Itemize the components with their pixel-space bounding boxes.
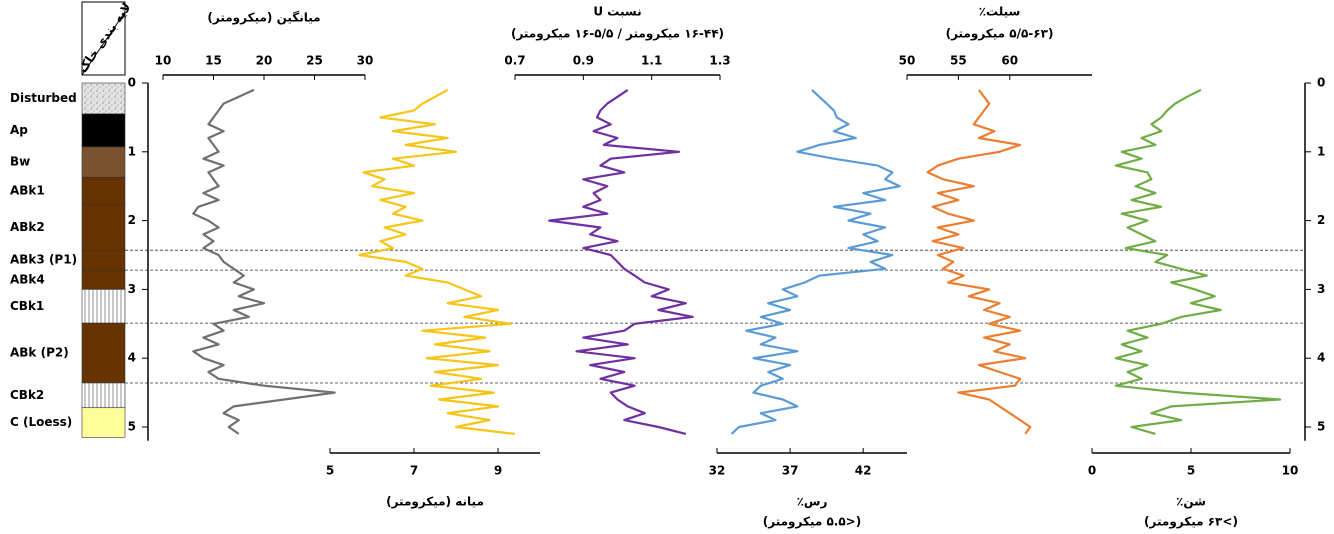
panel-title: میانگین (میکرومتر) (207, 11, 320, 26)
soil-layer (81, 322, 126, 384)
panel-subtitle: (۱۶-۴۴ میکرومتر / ۵/۵-۱۶ میکرومتر) (511, 27, 724, 42)
depth-tick-label: 4 (128, 351, 136, 365)
x-tick-label: 0 (1088, 464, 1096, 478)
profile-line (926, 89, 1032, 435)
soil-layer (81, 176, 126, 206)
x-tick-label: 42 (855, 464, 872, 478)
x-tick-label: 1.1 (641, 54, 662, 68)
panel-title: میانه (میکرومتر) (386, 495, 484, 510)
x-tick-label: 0.9 (573, 54, 594, 68)
x-tick-label: 5 (326, 464, 334, 478)
x-tick-label: 10 (155, 54, 172, 68)
soil-layer (81, 146, 126, 178)
layer-label: ABk (P2) (10, 346, 69, 360)
depth-tick-label: 1 (128, 144, 136, 158)
layer-label: ABk1 (10, 184, 45, 198)
profile-line (730, 89, 901, 435)
x-tick-label: 0.7 (504, 54, 525, 68)
depth-tick-label: 5 (1317, 420, 1325, 434)
soil-layer (81, 204, 126, 251)
panel-title: رس٪ (797, 495, 828, 509)
panel-subtitle: (>۶۳ میکرومتر) (1144, 515, 1238, 530)
x-tick-label: 15 (205, 54, 222, 68)
x-tick-label: 10 (1282, 464, 1299, 478)
panel-title: نسبت U (593, 5, 641, 19)
header-box (81, 1, 126, 76)
x-tick-label: 30 (357, 54, 374, 68)
soil-layer (81, 82, 126, 115)
panel-title: شن٪ (1176, 495, 1206, 509)
layer-label: CBk1 (10, 299, 44, 313)
profile-line (192, 88, 336, 435)
panel-title: سیلت٪ (979, 5, 1021, 19)
soil-layer (81, 382, 126, 409)
depth-tick-label: 3 (1317, 282, 1325, 296)
layer-label: Ap (10, 123, 28, 137)
x-tick-label: 32 (709, 464, 726, 478)
header-slant (81, 11, 126, 76)
x-tick-label: 20 (256, 54, 273, 68)
x-tick-label: 9 (494, 464, 502, 478)
soil-layer (81, 289, 126, 324)
soil-layer (81, 113, 126, 148)
depth-tick-label: 1 (1317, 144, 1325, 158)
panel-subtitle: (۵/۵-۶۳ میکرومتر) (946, 27, 1054, 42)
x-tick-label: 7 (410, 464, 418, 478)
soil-layer (81, 269, 126, 290)
depth-tick-label: 0 (128, 76, 136, 90)
depth-tick-label: 4 (1317, 351, 1325, 365)
profile-line (548, 88, 694, 435)
layer-label: ABk3 (P1) (10, 253, 77, 267)
soil-column-header: لایه بندی خاک (75, 0, 134, 76)
depth-tick-label: 3 (128, 282, 136, 296)
soil-layer (81, 407, 126, 438)
depth-tick-label: 2 (128, 213, 136, 227)
profile-line (358, 88, 515, 435)
depth-tick-label: 2 (1317, 213, 1325, 227)
x-tick-label: 50 (899, 54, 916, 68)
layer-label: ABk2 (10, 220, 45, 234)
x-tick-label: 37 (782, 464, 799, 478)
x-tick-label: 1.3 (709, 54, 730, 68)
profile-line (1114, 88, 1282, 435)
layer-label: C (Loess) (10, 415, 72, 429)
layer-label: ABk4 (10, 272, 45, 286)
x-tick-label: 55 (950, 54, 967, 68)
layer-label: Disturbed (10, 91, 77, 105)
x-tick-label: 25 (306, 54, 323, 68)
soil-layer (81, 249, 126, 271)
layer-label: Bw (10, 155, 30, 169)
depth-tick-label: 5 (128, 420, 136, 434)
depth-tick-label: 0 (1317, 76, 1325, 90)
panel-subtitle: (<۵.۵ میکرومتر) (763, 515, 861, 530)
x-tick-label: 5 (1187, 464, 1195, 478)
x-tick-label: 60 (1001, 54, 1018, 68)
layer-label: CBk2 (10, 388, 44, 402)
